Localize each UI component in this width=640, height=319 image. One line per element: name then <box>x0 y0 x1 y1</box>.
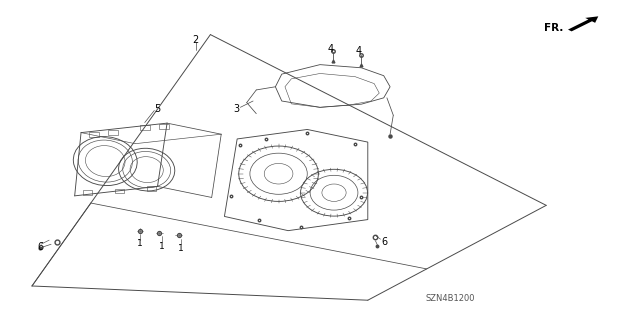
Text: 1: 1 <box>159 242 165 251</box>
Bar <box>108 130 118 135</box>
Text: 6: 6 <box>38 242 44 252</box>
Text: 1: 1 <box>178 243 184 253</box>
Text: 4: 4 <box>327 44 333 55</box>
Text: 5: 5 <box>154 104 160 114</box>
Bar <box>140 125 150 130</box>
FancyArrow shape <box>568 16 598 31</box>
Text: SZN4B1200: SZN4B1200 <box>426 294 476 303</box>
Bar <box>83 190 92 195</box>
Text: 2: 2 <box>193 35 199 45</box>
Bar <box>159 124 169 129</box>
Text: 6: 6 <box>381 237 387 247</box>
Bar <box>89 132 99 137</box>
Bar <box>115 189 124 193</box>
Bar <box>147 186 156 191</box>
Text: 3: 3 <box>233 104 239 114</box>
Text: 4: 4 <box>355 46 362 56</box>
Text: 1: 1 <box>138 240 143 249</box>
Text: FR.: FR. <box>544 23 563 33</box>
